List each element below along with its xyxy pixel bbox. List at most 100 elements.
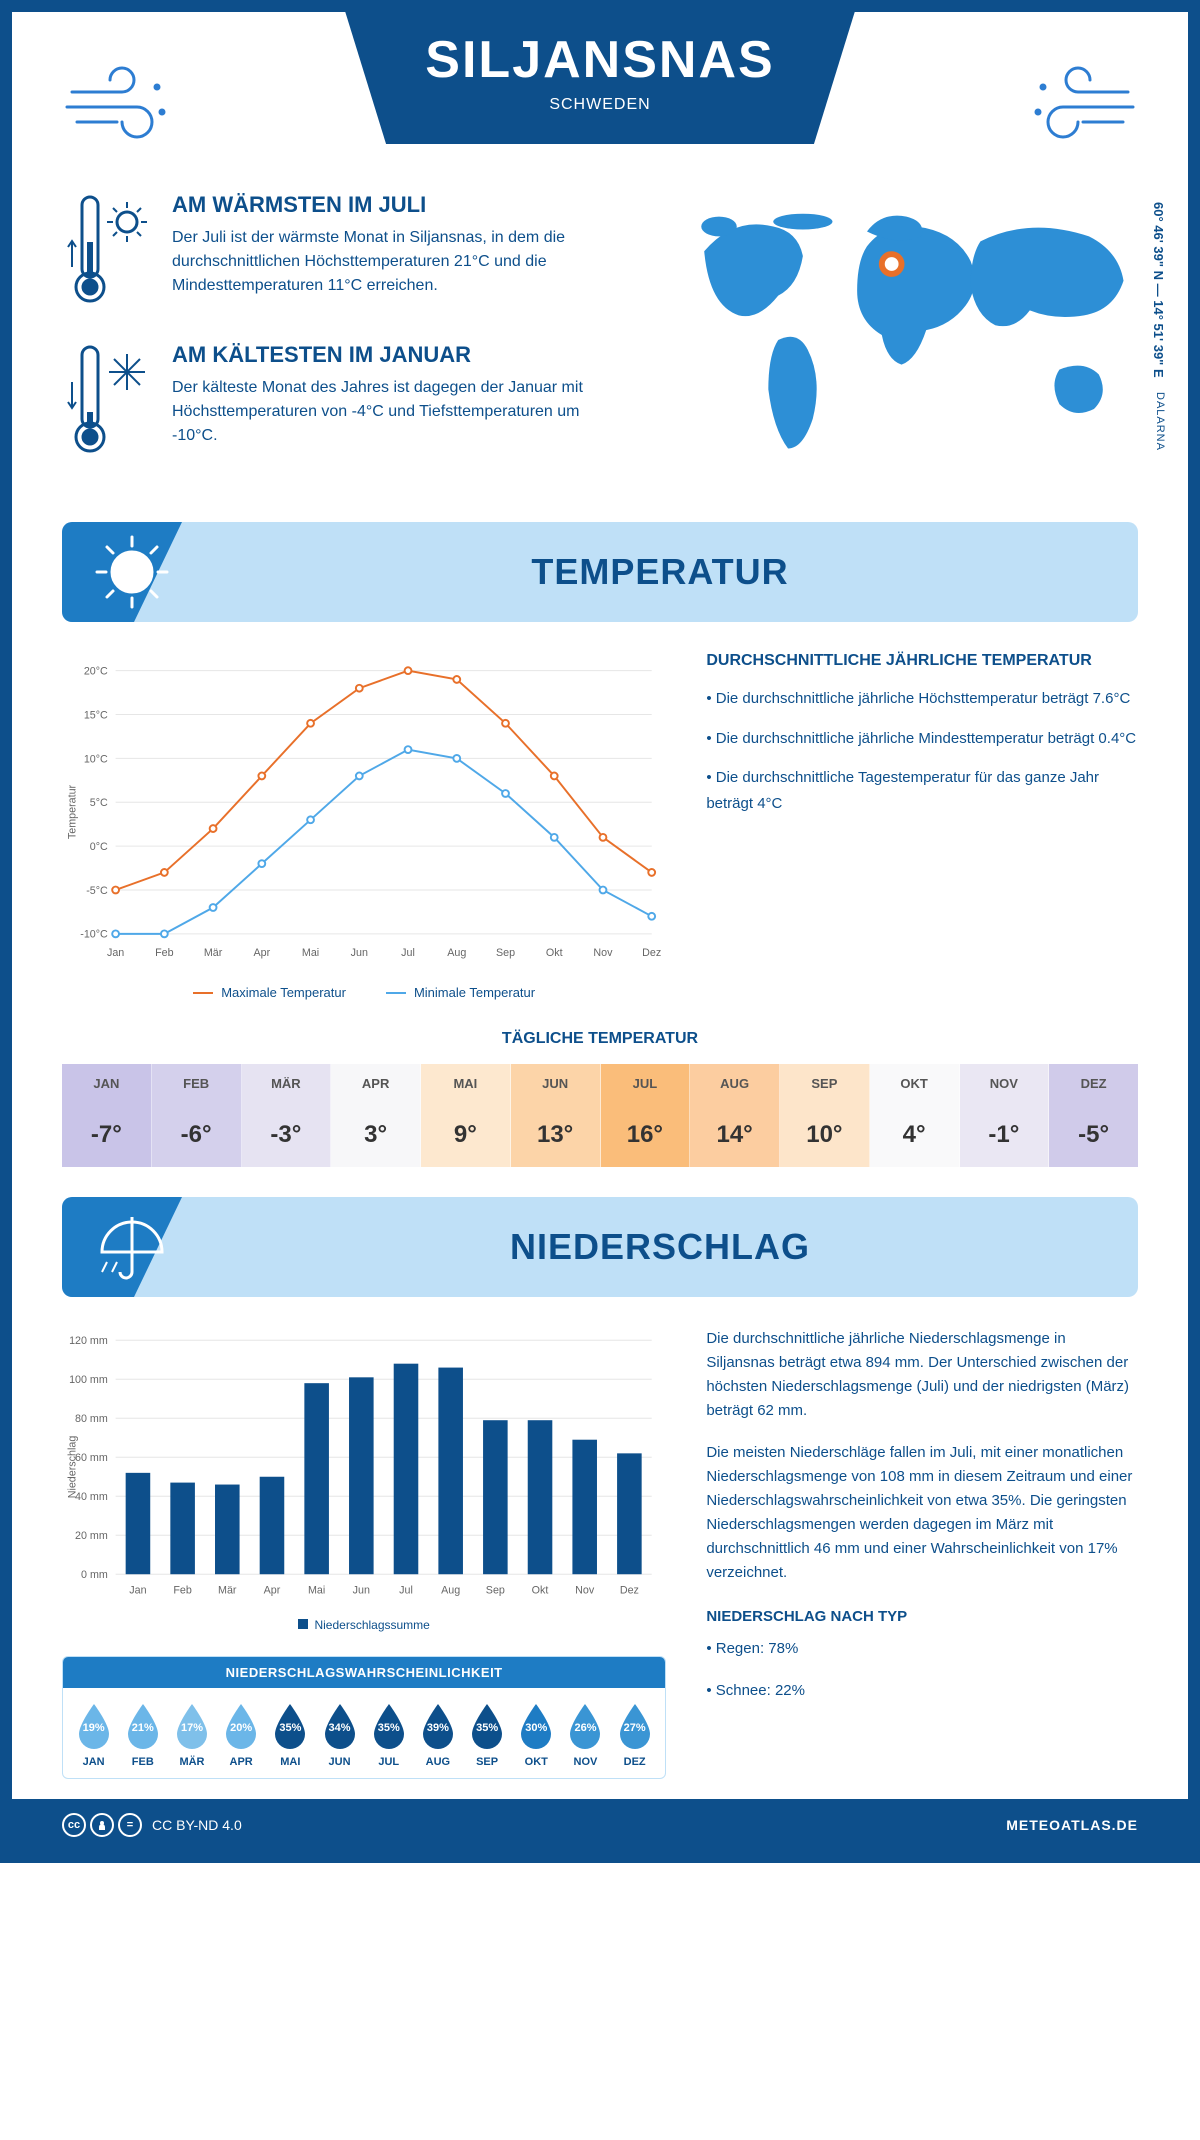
- warmest-title: AM WÄRMSTEN IM JULI: [172, 192, 605, 218]
- prob-value: 35%: [279, 1722, 301, 1734]
- daily-temp-title: TÄGLICHE TEMPERATUR: [62, 1030, 1138, 1048]
- precipitation-probability-box: NIEDERSCHLAGSWAHRSCHEINLICHKEIT 19% JAN …: [62, 1656, 666, 1779]
- temperature-line-chart: -10°C-5°C0°C5°C10°C15°C20°CJanFebMärAprM…: [62, 652, 666, 972]
- svg-text:20°C: 20°C: [84, 666, 108, 678]
- prob-value: 39%: [427, 1722, 449, 1734]
- region-text: DALARNA: [1154, 392, 1166, 451]
- svg-text:60 mm: 60 mm: [75, 1452, 108, 1464]
- prob-month: JUN: [315, 1756, 364, 1768]
- prob-value: 30%: [525, 1722, 547, 1734]
- svg-text:Jan: Jan: [129, 1585, 146, 1597]
- footer: cc = CC BY-ND 4.0 METEOATLAS.DE: [12, 1799, 1188, 1851]
- svg-text:Mär: Mär: [204, 947, 223, 959]
- raindrop-icon: 39%: [419, 1702, 457, 1750]
- precipitation-legend: Niederschlagssumme: [62, 1618, 666, 1632]
- svg-text:Apr: Apr: [264, 1585, 281, 1597]
- svg-text:Feb: Feb: [173, 1585, 192, 1597]
- coldest-text: Der kälteste Monat des Jahres ist dagege…: [172, 376, 605, 448]
- daily-month: FEB: [152, 1064, 241, 1103]
- daily-month: APR: [331, 1064, 420, 1103]
- daily-col: APR3°: [331, 1064, 421, 1167]
- prob-value: 20%: [230, 1722, 252, 1734]
- daily-month: AUG: [690, 1064, 779, 1103]
- daily-col: AUG14°: [690, 1064, 780, 1167]
- svg-text:Feb: Feb: [155, 947, 174, 959]
- header-row: SILJANSNAS SCHWEDEN: [62, 52, 1138, 152]
- svg-text:Sep: Sep: [486, 1585, 505, 1597]
- daily-value: 4°: [870, 1103, 959, 1167]
- prob-value: 35%: [476, 1722, 498, 1734]
- svg-text:Nov: Nov: [593, 947, 613, 959]
- temperature-legend: Maximale Temperatur Minimale Temperatur: [62, 985, 666, 1000]
- svg-text:Okt: Okt: [546, 947, 563, 959]
- coldest-title: AM KÄLTESTEN IM JANUAR: [172, 342, 605, 368]
- license-text: CC BY-ND 4.0: [152, 1817, 242, 1833]
- daily-month: JUN: [511, 1064, 600, 1103]
- svg-text:20 mm: 20 mm: [75, 1530, 108, 1542]
- raindrop-icon: 21%: [124, 1702, 162, 1750]
- by-icon: [90, 1813, 114, 1837]
- page-title: SILJANSNAS: [425, 30, 774, 90]
- daily-month: MAI: [421, 1064, 510, 1103]
- svg-text:Nov: Nov: [575, 1585, 595, 1597]
- nd-icon: =: [118, 1813, 142, 1837]
- svg-text:Jul: Jul: [401, 947, 415, 959]
- prob-cell: 35% JUL: [364, 1702, 413, 1768]
- svg-text:Apr: Apr: [253, 947, 270, 959]
- thermometer-hot-icon: [62, 192, 152, 312]
- prob-month: SEP: [463, 1756, 512, 1768]
- svg-text:Okt: Okt: [532, 1585, 549, 1597]
- raindrop-icon: 35%: [271, 1702, 309, 1750]
- svg-text:Mai: Mai: [302, 947, 319, 959]
- daily-month: SEP: [780, 1064, 869, 1103]
- daily-value: 16°: [601, 1103, 690, 1167]
- prob-month: DEZ: [610, 1756, 659, 1768]
- wind-icon-right: [998, 52, 1138, 152]
- prob-value: 26%: [574, 1722, 596, 1734]
- svg-text:Mai: Mai: [308, 1585, 325, 1597]
- prob-month: JUL: [364, 1756, 413, 1768]
- prob-cell: 26% NOV: [561, 1702, 610, 1768]
- daily-col: SEP10°: [780, 1064, 870, 1167]
- prob-value: 35%: [378, 1722, 400, 1734]
- daily-col: JUL16°: [601, 1064, 691, 1167]
- prob-value: 34%: [329, 1722, 351, 1734]
- daily-temperature-table: JAN-7°FEB-6°MÄR-3°APR3°MAI9°JUN13°JUL16°…: [62, 1064, 1138, 1167]
- daily-value: 9°: [421, 1103, 510, 1167]
- section-title-precipitation: NIEDERSCHLAG: [182, 1226, 1138, 1268]
- prob-month: APR: [217, 1756, 266, 1768]
- raindrop-icon: 20%: [222, 1702, 260, 1750]
- annual-temp-b2: • Die durchschnittliche jährliche Mindes…: [706, 726, 1138, 752]
- daily-month: JUL: [601, 1064, 690, 1103]
- raindrop-icon: 17%: [173, 1702, 211, 1750]
- annual-temp-b1: • Die durchschnittliche jährliche Höchst…: [706, 686, 1138, 712]
- daily-col: DEZ-5°: [1049, 1064, 1138, 1167]
- daily-col: JUN13°: [511, 1064, 601, 1167]
- section-title-temperature: TEMPERATUR: [182, 551, 1138, 593]
- thermometer-cold-icon: [62, 342, 152, 462]
- daily-col: MAI9°: [421, 1064, 511, 1167]
- annual-temp-title: DURCHSCHNITTLICHE JÄHRLICHE TEMPERATUR: [706, 652, 1138, 670]
- svg-text:Jul: Jul: [399, 1585, 413, 1597]
- prob-cell: 39% AUG: [413, 1702, 462, 1768]
- svg-text:Mär: Mär: [218, 1585, 237, 1597]
- section-header-temperature: TEMPERATUR: [62, 522, 1138, 622]
- daily-col: JAN-7°: [62, 1064, 152, 1167]
- svg-text:Dez: Dez: [620, 1585, 639, 1597]
- raindrop-icon: 35%: [370, 1702, 408, 1750]
- prob-month: JAN: [69, 1756, 118, 1768]
- precip-p1: Die durchschnittliche jährliche Niedersc…: [706, 1327, 1138, 1423]
- prob-cell: 35% SEP: [463, 1702, 512, 1768]
- daily-value: 14°: [690, 1103, 779, 1167]
- coldest-block: AM KÄLTESTEN IM JANUAR Der kälteste Mona…: [62, 342, 605, 462]
- cc-icon: cc: [62, 1813, 86, 1837]
- daily-value: 10°: [780, 1103, 869, 1167]
- prob-value: 17%: [181, 1722, 203, 1734]
- title-banner: SILJANSNAS SCHWEDEN: [345, 12, 854, 144]
- svg-text:100 mm: 100 mm: [69, 1374, 108, 1386]
- prob-value: 19%: [83, 1722, 105, 1734]
- daily-value: -5°: [1049, 1103, 1138, 1167]
- svg-text:10°C: 10°C: [84, 753, 108, 765]
- world-map-panel: 60° 46' 39" N — 14° 51' 39" E DALARNA: [645, 192, 1138, 492]
- raindrop-icon: 26%: [566, 1702, 604, 1750]
